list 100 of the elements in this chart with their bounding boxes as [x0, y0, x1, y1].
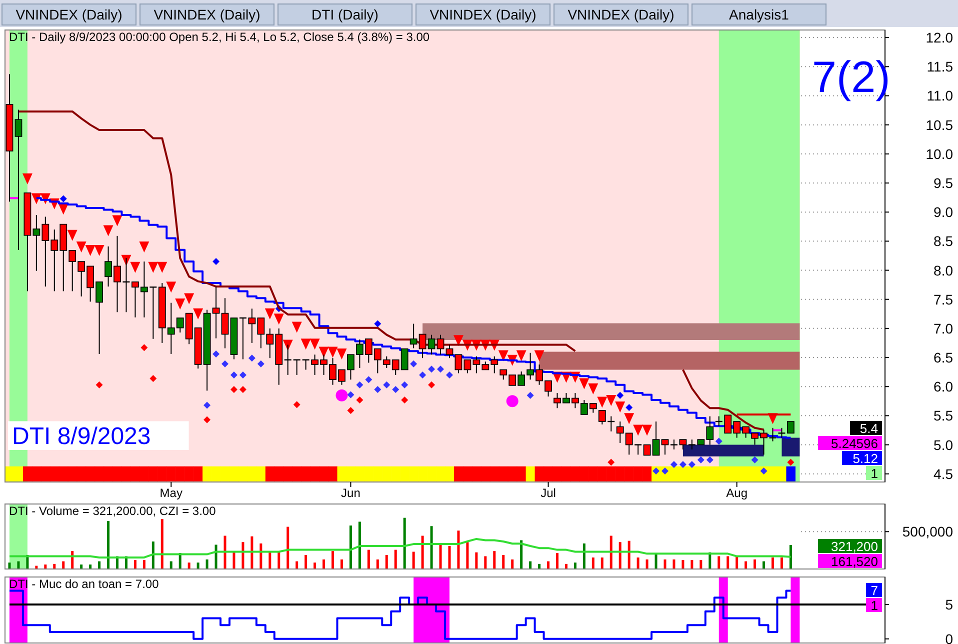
- point: [76, 241, 86, 252]
- annotation: 5.12: [852, 451, 878, 466]
- point: [293, 401, 300, 408]
- point: [328, 346, 338, 358]
- x-tick-label: May: [160, 486, 182, 500]
- bar: [394, 550, 397, 569]
- bar: [367, 550, 370, 569]
- text: Analysis1: [729, 6, 790, 22]
- point: [336, 389, 348, 402]
- bar: [421, 536, 424, 569]
- point: [356, 396, 364, 404]
- candlestick: [436, 334, 444, 356]
- bar: [610, 536, 612, 569]
- point: [597, 396, 608, 408]
- annotation: 5.4: [860, 421, 878, 436]
- point: [608, 458, 615, 466]
- bar: [439, 543, 442, 569]
- point: [383, 381, 390, 388]
- point: [60, 195, 67, 202]
- bar: [286, 526, 290, 569]
- point: [401, 396, 408, 404]
- y-tick-label: 8.0: [934, 262, 954, 278]
- bar: [600, 557, 604, 569]
- bar: [672, 559, 676, 569]
- bar: [592, 557, 594, 569]
- bar: [214, 544, 218, 569]
- bar: [646, 559, 648, 569]
- bar: [493, 551, 496, 569]
- bar: [224, 536, 226, 569]
- bar: [754, 559, 756, 569]
- bar: [520, 540, 523, 569]
- bar: [332, 551, 334, 569]
- point: [230, 371, 238, 378]
- bar: [556, 553, 558, 569]
- y-tick-label: 5: [945, 596, 954, 612]
- annotation: 1: [870, 466, 878, 481]
- bar: [160, 519, 164, 569]
- point: [697, 456, 704, 464]
- point: [356, 381, 364, 388]
- bar: [188, 562, 190, 569]
- bar: [789, 545, 792, 569]
- point: [526, 392, 534, 399]
- y-tick-label: 6.5: [934, 350, 954, 366]
- point: [130, 262, 140, 273]
- annotation: 5.24596: [831, 436, 878, 451]
- bar: [376, 559, 379, 569]
- y-tick-label: 8.5: [934, 233, 954, 250]
- bar: [484, 556, 487, 569]
- y-tick-label: 5.5: [934, 408, 954, 424]
- point: [588, 383, 598, 394]
- point: [670, 461, 678, 468]
- y-tick-label: 11.0: [926, 88, 954, 104]
- bar: [772, 557, 774, 569]
- bar: [664, 559, 666, 569]
- point: [428, 381, 436, 388]
- candlestick: [652, 421, 660, 456]
- bar: [682, 560, 684, 569]
- bar: [142, 560, 146, 569]
- point: [248, 354, 256, 362]
- bar: [62, 561, 65, 569]
- point: [706, 456, 714, 464]
- bar: [107, 521, 110, 569]
- y-tick-label: 4.5: [934, 466, 954, 482]
- bar: [690, 560, 694, 569]
- y-tick-label: 7.0: [934, 320, 954, 336]
- text: VNINDEX (Daily): [430, 6, 536, 22]
- point: [498, 350, 508, 362]
- x-tick-label: Jun: [341, 486, 360, 500]
- point: [204, 402, 211, 409]
- point: [157, 262, 168, 273]
- text: VNINDEX (Daily): [16, 6, 122, 22]
- bar: [340, 559, 343, 569]
- point: [274, 314, 284, 325]
- point: [506, 395, 518, 408]
- candlestick: [212, 286, 220, 339]
- point: [616, 392, 624, 399]
- candlestick: [661, 439, 669, 456]
- point: [428, 366, 436, 373]
- candlestick: [221, 298, 229, 349]
- bar: [296, 561, 298, 569]
- annotation: 161,520: [831, 554, 878, 569]
- point: [534, 350, 544, 362]
- point: [103, 225, 114, 236]
- point: [787, 458, 794, 466]
- bar: [260, 543, 262, 569]
- point: [239, 386, 246, 394]
- bar: [457, 530, 460, 569]
- bar: [448, 546, 451, 569]
- bar: [98, 561, 101, 569]
- text: VNINDEX (Daily): [154, 6, 260, 22]
- point: [85, 244, 96, 256]
- point: [175, 298, 186, 310]
- bar: [780, 557, 783, 569]
- y-tick-label: 5.0: [934, 436, 954, 453]
- point: [139, 241, 150, 252]
- point: [347, 406, 354, 414]
- text: DTI (Daily): [312, 6, 378, 22]
- point: [204, 416, 211, 424]
- point: [606, 395, 616, 406]
- bar: [574, 562, 576, 569]
